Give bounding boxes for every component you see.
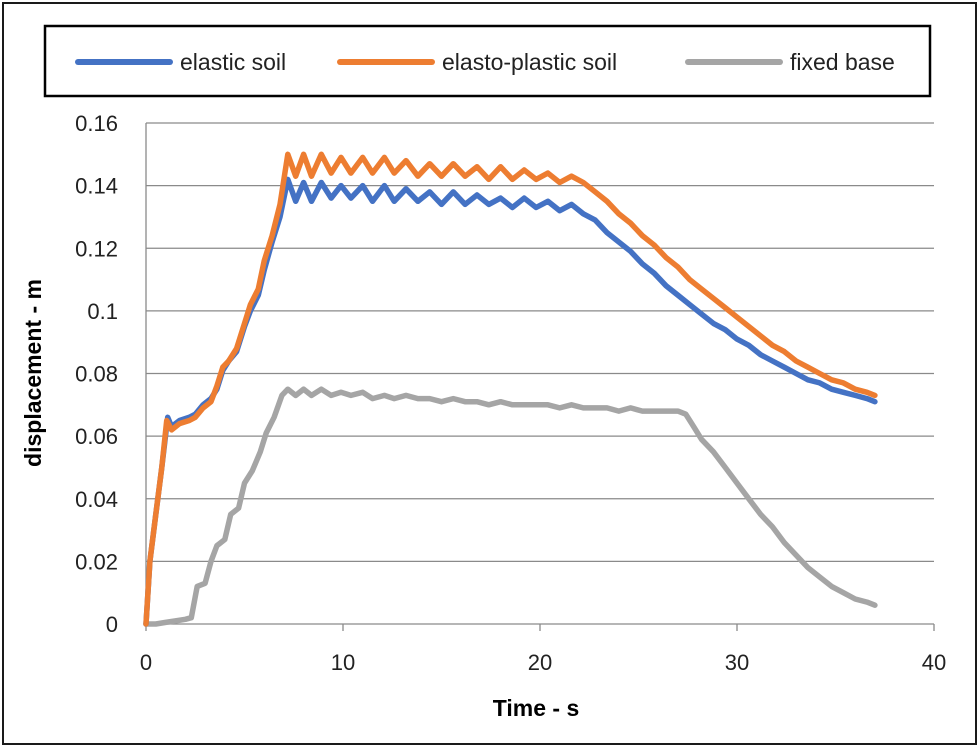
y-tick-label: 0.14 <box>75 174 118 199</box>
y-tick-label: 0.08 <box>75 362 118 387</box>
legend-label: elasto-plastic soil <box>442 49 617 75</box>
gridlines <box>145 122 935 631</box>
tick-labels: 0 0.02 0.04 0.06 0.08 0.1 0.12 0.14 0.16 0 10 20 30 4… <box>75 111 946 675</box>
x-axis-title: Time - s <box>493 695 580 721</box>
y-tick-label: 0.04 <box>75 487 118 512</box>
y-tick-label: 0.1 <box>87 299 118 324</box>
series-layer <box>143 151 878 627</box>
y-tick-label: 0.16 <box>75 111 118 136</box>
y-tick-label: 0.06 <box>75 424 118 449</box>
y-axis-title: displacement - m <box>20 279 46 467</box>
series-line-elasto-plastic-soil <box>143 151 878 627</box>
x-tick-label: 20 <box>528 650 552 675</box>
legend-label: fixed base <box>790 49 895 75</box>
y-tick-label: 0 <box>106 612 118 637</box>
x-tick-label: 10 <box>331 650 355 675</box>
x-tick-label: 0 <box>140 650 152 675</box>
y-tick-label: 0.02 <box>75 549 118 574</box>
series-line-fixed-base <box>143 386 878 627</box>
y-tick-label: 0.12 <box>75 236 118 261</box>
x-tick-label: 40 <box>922 650 946 675</box>
x-tick-label: 30 <box>725 650 749 675</box>
legend: elastic soil elasto-plastic soil fixed bas… <box>75 49 895 75</box>
legend-label: elastic soil <box>180 49 286 75</box>
